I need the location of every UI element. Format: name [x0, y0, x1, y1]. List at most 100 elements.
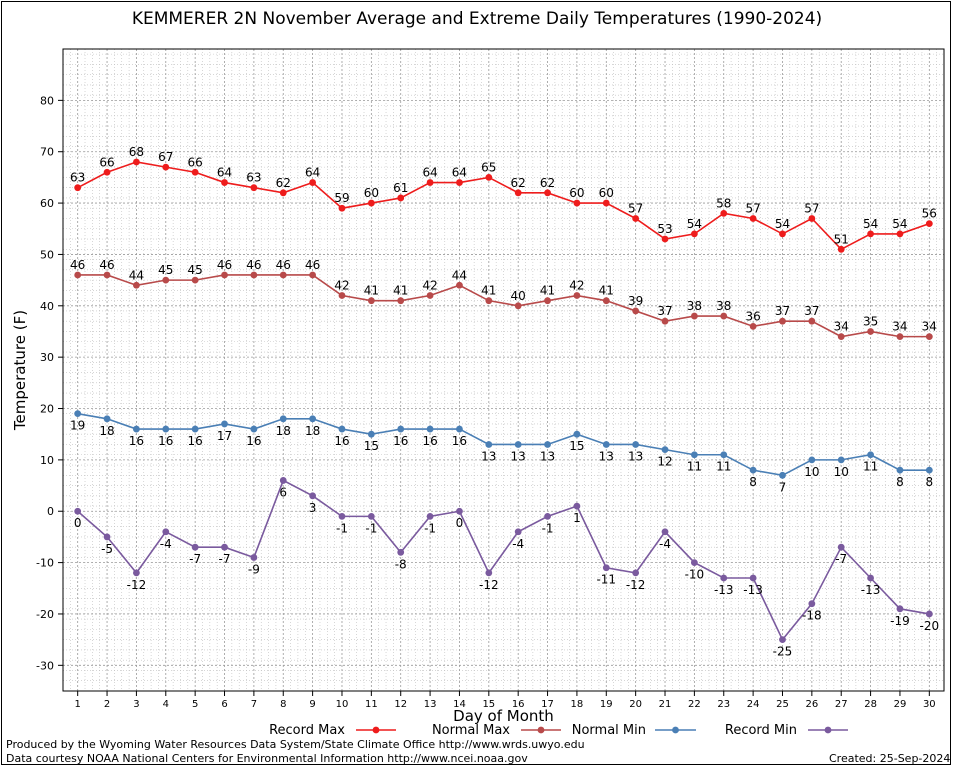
y-tick-label: 30	[40, 351, 54, 364]
data-label: 13	[599, 449, 614, 463]
data-label: 42	[334, 279, 349, 293]
data-point	[720, 451, 728, 459]
series-line	[77, 274, 930, 338]
data-point	[779, 636, 786, 644]
x-tick-label: 3	[133, 699, 139, 710]
data-label: 65	[481, 160, 496, 174]
x-tick-label: 20	[629, 699, 642, 710]
data-label: -1	[542, 521, 554, 535]
data-label: 15	[569, 439, 584, 453]
data-point	[133, 569, 140, 577]
data-point	[602, 441, 610, 448]
data-label: -5	[101, 542, 113, 556]
x-tick-label: 27	[835, 699, 848, 710]
data-point	[338, 512, 346, 520]
data-label: 68	[129, 145, 144, 159]
data-point	[925, 466, 933, 474]
data-point	[133, 281, 140, 289]
data-point	[896, 605, 904, 613]
data-point	[103, 415, 111, 423]
data-point	[309, 179, 317, 186]
data-label: 66	[188, 155, 203, 169]
data-label: 40	[511, 289, 526, 303]
data-point	[279, 271, 287, 279]
x-tick-label: 18	[571, 699, 584, 710]
data-point	[779, 317, 786, 325]
data-label: 41	[599, 284, 614, 298]
data-point	[426, 512, 434, 520]
data-point	[485, 441, 493, 448]
series-record-max: 63 66 68 67 66 64 63 62 64 59 60 61 64 64 65 62 62 60 60 57…	[70, 145, 937, 253]
data-point	[338, 204, 346, 212]
data-point	[867, 230, 874, 238]
data-label: 64	[305, 166, 320, 180]
data-label: 46	[276, 258, 291, 272]
data-label: 59	[334, 191, 349, 205]
data-label: 11	[716, 460, 731, 474]
data-point	[367, 297, 375, 305]
data-label: 44	[129, 268, 144, 282]
data-point	[837, 456, 845, 464]
data-point	[573, 199, 581, 207]
data-point	[544, 189, 551, 197]
data-point	[250, 554, 258, 561]
data-label: -12	[479, 578, 499, 592]
data-label: -20	[920, 619, 940, 633]
x-tick-label: 4	[163, 699, 169, 710]
data-label: 64	[422, 166, 437, 180]
data-label: 42	[422, 279, 437, 293]
data-label: 51	[834, 232, 849, 246]
data-label: -13	[743, 583, 763, 597]
data-point	[456, 507, 463, 515]
x-tick-label: 15	[482, 699, 495, 710]
data-point	[162, 528, 170, 536]
data-point	[133, 158, 140, 166]
data-label: 54	[892, 217, 907, 231]
data-label: 44	[452, 268, 467, 282]
x-tick-label: 1	[74, 699, 80, 710]
data-point	[103, 168, 111, 176]
x-tick-label: 13	[424, 699, 437, 710]
data-label: 18	[276, 424, 291, 438]
data-point	[338, 425, 346, 433]
data-label: 6	[279, 485, 287, 499]
data-label: 12	[657, 455, 672, 469]
x-tick-label: 23	[717, 699, 730, 710]
credit-data-courtesy: Data courtesy NOAA National Centers for …	[6, 752, 528, 765]
created-date: Created: 25-Sep-2024	[829, 752, 951, 765]
credit-produced-by: Produced by the Wyoming Water Resources …	[6, 738, 585, 751]
data-point	[485, 174, 493, 181]
data-label: 0	[456, 516, 464, 530]
data-label: 34	[834, 320, 849, 334]
data-point	[837, 333, 845, 341]
data-label: 46	[217, 258, 232, 272]
data-point	[221, 179, 228, 186]
data-point	[514, 528, 522, 536]
data-point	[397, 548, 405, 556]
series-line	[77, 412, 930, 477]
data-point	[162, 425, 170, 433]
data-label: -4	[160, 537, 172, 551]
legend-marker	[372, 726, 380, 734]
data-point	[749, 322, 757, 330]
data-label: 13	[628, 449, 643, 463]
data-label: -25	[773, 645, 793, 659]
data-label: 54	[863, 217, 878, 231]
data-point	[632, 307, 640, 315]
data-label: 0	[74, 516, 82, 530]
data-point	[74, 507, 82, 515]
data-point	[896, 230, 904, 238]
data-point	[573, 502, 581, 510]
data-label: -12	[626, 578, 646, 592]
data-point	[456, 281, 463, 289]
legend-label: Record Max	[269, 723, 345, 738]
x-tick-label: 26	[805, 699, 818, 710]
legend-marker	[537, 726, 545, 734]
data-point	[133, 425, 140, 433]
data-label: 16	[334, 434, 349, 448]
data-point	[485, 297, 493, 305]
data-label: 16	[188, 434, 203, 448]
data-label: 56	[922, 207, 937, 221]
data-label: 57	[745, 201, 760, 215]
